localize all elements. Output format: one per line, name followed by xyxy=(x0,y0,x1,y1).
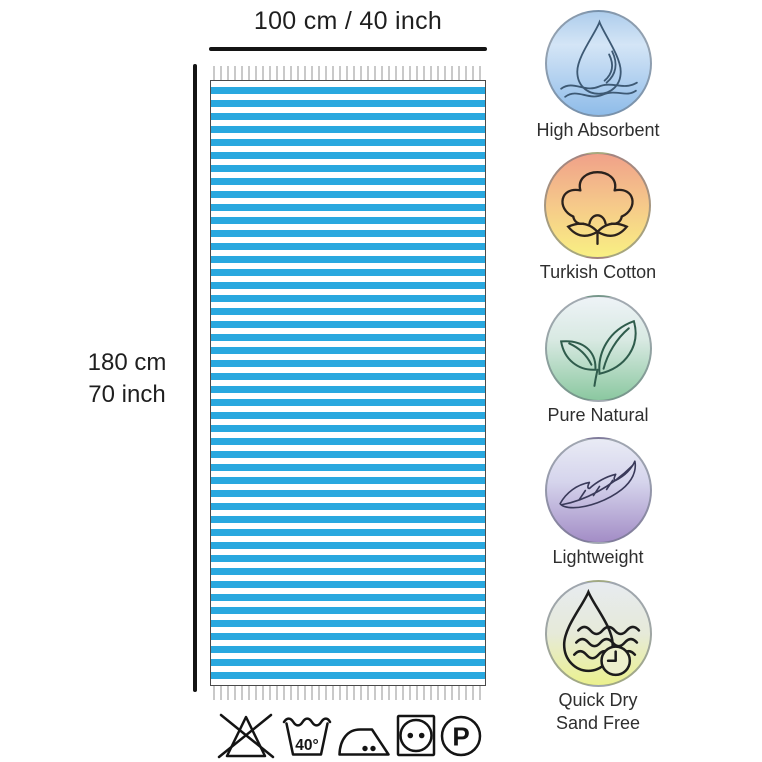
towel-fringe-bottom xyxy=(213,686,483,700)
feature-pure-natural: Pure Natural xyxy=(544,294,652,425)
height-dimension-inch: 70 inch xyxy=(88,381,166,409)
do-not-bleach-icon xyxy=(217,713,275,759)
height-dimension-cm: 180 cm xyxy=(87,349,167,376)
feature-label-line2: Sand Free xyxy=(555,713,641,734)
feature-label: Quick Dry xyxy=(558,689,638,710)
towel-striped-body xyxy=(210,80,486,686)
width-dimension-line xyxy=(209,47,487,51)
feature-circle xyxy=(544,579,652,687)
width-dimension-label: 100 cm / 40 inch xyxy=(253,7,443,35)
cotton-flower-icon xyxy=(561,171,635,246)
towel-illustration xyxy=(210,66,486,700)
feature-circle xyxy=(544,294,652,402)
iron-two-dots-icon xyxy=(338,728,390,756)
features-column: High Absorbent xyxy=(512,10,684,746)
feature-lightweight: Lightweight xyxy=(544,437,652,568)
feature-label: High Absorbent xyxy=(536,120,660,140)
feature-circle xyxy=(544,152,652,260)
dry-clean-p-icon: P xyxy=(440,715,482,757)
feature-turkish-cotton: Turkish Cotton xyxy=(540,152,656,282)
height-dimension-label: 180 cm 70 inch xyxy=(66,347,188,412)
height-dimension-line xyxy=(193,64,197,692)
tumble-dry-two-dots-icon xyxy=(396,714,436,757)
towel-fringe-top xyxy=(213,66,483,80)
feature-label: Pure Natural xyxy=(547,404,649,425)
feature-label: Turkish Cotton xyxy=(539,262,657,283)
water-drop-icon xyxy=(559,19,638,98)
feature-circle xyxy=(544,437,652,545)
wash-temperature-label: 40° xyxy=(295,737,318,754)
feature-high-absorbent: High Absorbent xyxy=(536,10,660,140)
leaves-icon xyxy=(559,319,636,387)
machine-wash-40-icon: 40° xyxy=(282,717,332,756)
feature-circle xyxy=(544,10,652,117)
feather-icon xyxy=(558,460,636,509)
care-symbols-row: 40° P xyxy=(214,708,482,760)
feature-label: Lightweight xyxy=(552,547,644,568)
feature-quick-dry: Quick Dry Sand Free xyxy=(544,579,652,734)
drop-waves-clock-icon xyxy=(562,588,640,676)
dry-clean-letter: P xyxy=(452,722,469,752)
